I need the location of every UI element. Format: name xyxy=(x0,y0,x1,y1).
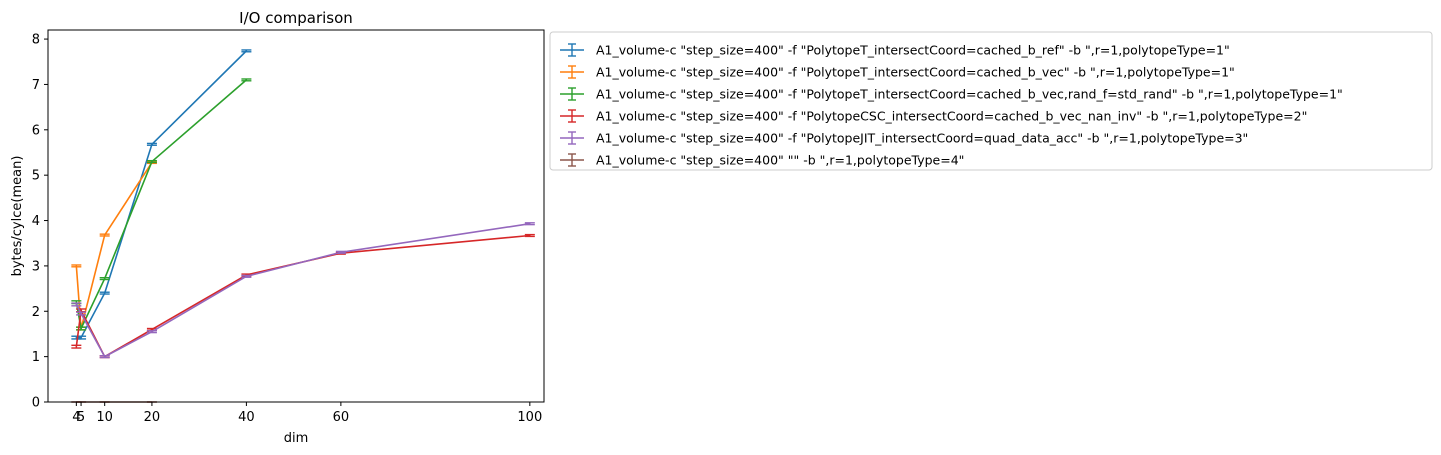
error-bar-4-3 xyxy=(146,330,157,334)
y-tick-label-8: 8 xyxy=(32,33,40,48)
x-tick-label-6: 100 xyxy=(517,410,542,425)
y-tick-label-1: 1 xyxy=(32,350,40,365)
error-bar-0-2 xyxy=(99,291,110,295)
y-tick-label-5: 5 xyxy=(32,169,40,184)
error-bar-4-4 xyxy=(241,274,252,278)
y-axis-label: bytes/cylce(mean) xyxy=(10,156,25,277)
y-tick-label-4: 4 xyxy=(32,214,40,229)
legend-label-4: A1_volume-c "step_size=400" -f "Polytope… xyxy=(596,131,1248,146)
error-bar-0-3 xyxy=(146,142,157,146)
x-tick-label-5: 60 xyxy=(333,410,350,425)
error-bar-2-4 xyxy=(241,78,252,82)
series-line-1 xyxy=(75,162,153,329)
error-bar-4-6 xyxy=(524,222,535,226)
plot-area xyxy=(71,49,535,403)
y-tick-label-0: 0 xyxy=(32,396,40,411)
x-tick-label-1: 5 xyxy=(77,410,85,425)
legend-label-5: A1_volume-c "step_size=400" "" -b ",r=1,… xyxy=(596,153,964,168)
error-bar-4-2 xyxy=(99,355,110,359)
legend-item-3: A1_volume-c "step_size=400" -f "Polytope… xyxy=(560,109,1307,124)
legend-label-3: A1_volume-c "step_size=400" -f "Polytope… xyxy=(596,109,1307,124)
error-bar-4-0 xyxy=(71,302,82,307)
error-bar-1-2 xyxy=(99,233,110,237)
error-bar-3-0 xyxy=(71,344,82,349)
chart-title: I/O comparison xyxy=(239,9,353,27)
series-line-4 xyxy=(75,222,530,358)
error-bar-2-1 xyxy=(76,326,87,331)
legend-label-1: A1_volume-c "step_size=400" -f "Polytope… xyxy=(596,65,1235,80)
x-axis-label: dim xyxy=(284,431,309,446)
y-tick-label-2: 2 xyxy=(32,305,40,320)
error-bar-2-3 xyxy=(146,159,157,164)
error-bar-4-1 xyxy=(76,311,87,316)
legend-item-1: A1_volume-c "step_size=400" -f "Polytope… xyxy=(560,65,1235,80)
y-tick-label-7: 7 xyxy=(32,78,40,93)
legend-label-2: A1_volume-c "step_size=400" -f "Polytope… xyxy=(596,87,1343,102)
x-tick-label-0: 4 xyxy=(72,410,80,425)
plot-frame xyxy=(47,29,545,403)
x-tick-label-2: 10 xyxy=(96,410,113,425)
legend-label-0: A1_volume-c "step_size=400" -f "Polytope… xyxy=(596,43,1230,58)
y-tick-label-3: 3 xyxy=(32,259,40,274)
legend-item-5: A1_volume-c "step_size=400" "" -b ",r=1,… xyxy=(560,153,964,168)
legend: A1_volume-c "step_size=400" -f "Polytope… xyxy=(549,31,1433,171)
error-bar-2-2 xyxy=(99,276,110,281)
y-tick-label-6: 6 xyxy=(32,123,40,138)
x-tick-label-4: 40 xyxy=(238,410,255,425)
x-tick-label-3: 20 xyxy=(144,410,161,425)
error-bar-3-6 xyxy=(524,233,535,238)
legend-frame xyxy=(549,31,1433,171)
error-bar-0-4 xyxy=(241,49,252,53)
series-line-3 xyxy=(75,234,530,358)
legend-item-4: A1_volume-c "step_size=400" -f "Polytope… xyxy=(560,131,1248,146)
legend-item-0: A1_volume-c "step_size=400" -f "Polytope… xyxy=(560,43,1230,58)
error-bar-1-0 xyxy=(71,264,82,268)
error-bar-4-5 xyxy=(335,250,346,254)
legend-item-2: A1_volume-c "step_size=400" -f "Polytope… xyxy=(560,87,1343,102)
